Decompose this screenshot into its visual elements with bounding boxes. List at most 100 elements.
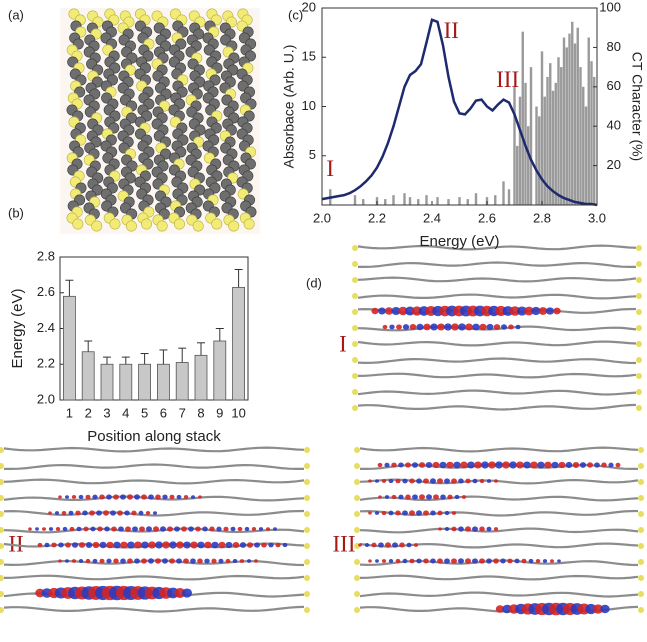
orbital-lobe (481, 461, 489, 469)
orbital-lobe (371, 542, 377, 548)
panel-label: (a) (8, 7, 24, 22)
orbital-lobe (111, 526, 117, 532)
orbital-lobe (169, 558, 175, 564)
bar (156, 363, 170, 401)
orbital-lobe (384, 495, 390, 499)
orbital-lobe (608, 462, 614, 468)
orbital-lobe (141, 558, 147, 564)
orbital-lobe (113, 494, 119, 500)
orbital-lobe (377, 462, 383, 468)
orbital-lobe (69, 526, 75, 532)
orbital-lobe (58, 495, 62, 499)
orbital-lobe (454, 494, 460, 500)
molecule-strand (357, 403, 637, 411)
orbital-lobe (467, 461, 475, 469)
orbital-lobe (378, 495, 382, 499)
orbital-lobe (557, 559, 561, 563)
ct-bar (518, 96, 522, 205)
orbital-lobe (412, 494, 418, 500)
molecule-strand (359, 542, 639, 549)
orbital-lobe (391, 462, 397, 468)
orbital-lobe (465, 558, 471, 564)
orbital-lobe (68, 510, 74, 516)
orbital-lobe (162, 541, 170, 549)
orbital-lobe (495, 605, 505, 613)
orbital-lobe (141, 541, 149, 549)
x-tick-label: 2.2 (368, 210, 386, 225)
orbital-lobe (76, 526, 82, 532)
orbital-lobe (444, 323, 452, 331)
orbital-lobe (426, 494, 432, 500)
ct-bar (513, 86, 516, 205)
molecule-strand (359, 591, 639, 598)
orbital-lobe (374, 511, 380, 515)
ct-bar (582, 86, 585, 205)
orbital-lobe (37, 542, 43, 548)
orbital-lobe (416, 323, 424, 331)
orbital-lobe (528, 558, 534, 564)
ct-bar (538, 116, 541, 205)
orbital-lobe (458, 558, 464, 564)
orbital-lobe (239, 559, 245, 563)
orbital-lobe (183, 495, 189, 499)
orbital-lobe (75, 510, 81, 516)
panel-label: (b) (8, 205, 24, 220)
orbital-lobe (176, 494, 182, 500)
bar (232, 286, 246, 401)
orbital-lobe (444, 510, 450, 516)
orbital-lobe (600, 604, 610, 614)
molecule-strand (359, 478, 639, 485)
orbital-lobe (232, 541, 240, 549)
orbital-lobe (124, 510, 130, 516)
ct-bar (568, 33, 571, 205)
orbital-lobe (368, 559, 372, 563)
orbital-lobe (509, 461, 517, 469)
orbital-lobe (537, 461, 545, 469)
orbital-lobe (391, 307, 401, 315)
atom (91, 220, 103, 232)
orbital-lobe (615, 462, 621, 468)
orbital-lobe (239, 542, 247, 548)
orbital-lobe (85, 558, 91, 564)
orbital-lobe (223, 526, 229, 532)
orbital-lobe (440, 494, 446, 500)
orbital-lobe (110, 510, 116, 516)
orbital-lobe (371, 307, 379, 315)
orbital-label: II (8, 531, 23, 556)
orbital-lobe (430, 510, 436, 516)
molecule-strand (359, 527, 639, 534)
orbital-lobe (479, 478, 485, 484)
orbital-lobe (551, 461, 559, 469)
sulfur (638, 479, 644, 485)
orbital-lobe (204, 558, 210, 564)
orbital-lobe (104, 526, 110, 532)
sulfur (354, 607, 360, 613)
orbital-lobe (409, 478, 415, 484)
atom (243, 218, 255, 230)
orbital-lobe (458, 526, 464, 532)
orbital-lobe (58, 542, 64, 548)
orbital-lobe (592, 604, 604, 614)
sulfur (0, 495, 4, 501)
sulfur (352, 341, 358, 347)
sulfur (354, 463, 360, 469)
ct-bar (384, 199, 387, 205)
orbital-lobe (474, 461, 482, 469)
orbital-lobe (486, 526, 492, 532)
orbital-lobe (495, 461, 503, 469)
ct-bar (408, 197, 412, 205)
orbital-lobe (465, 478, 471, 484)
orbital-lobe (174, 526, 180, 532)
y2-axis-label: CT Character (%) (629, 52, 645, 161)
bar (138, 363, 152, 401)
orbital-lobe (41, 527, 47, 531)
orbital-lobe (82, 510, 88, 516)
orbital-lobe (127, 494, 133, 500)
orbital-lobe (232, 558, 238, 564)
sulfur (304, 447, 310, 453)
orbital-lobe (572, 462, 580, 468)
bar (194, 354, 208, 401)
ct-bar (447, 199, 450, 205)
sulfur (354, 527, 360, 533)
sulfur (354, 479, 360, 485)
